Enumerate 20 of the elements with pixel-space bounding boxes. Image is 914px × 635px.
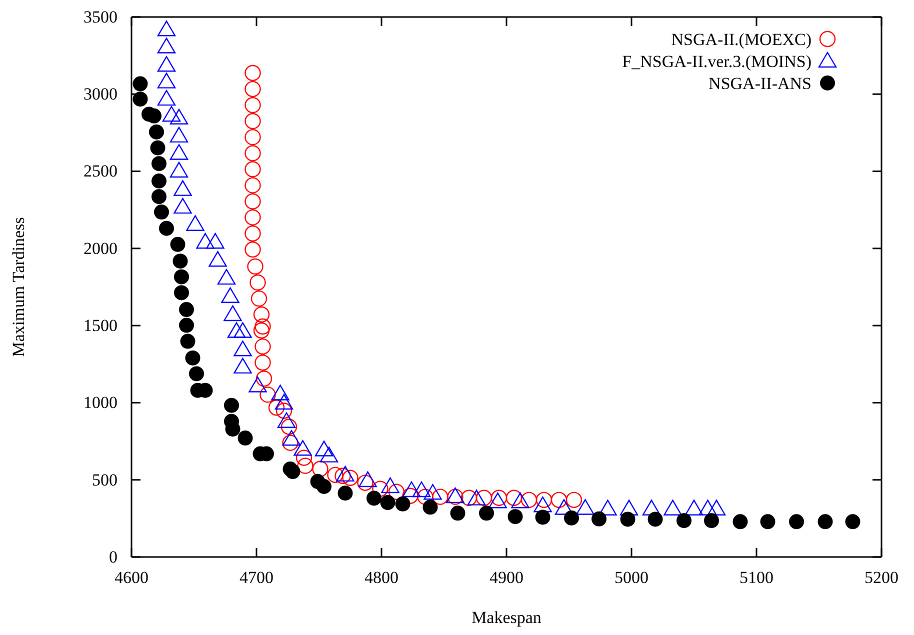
legend-label: F_NSGA-II.ver.3.(MOINS) [622,52,812,71]
x-tick-label: 4800 [364,568,398,588]
y-tick-label: 2500 [84,162,118,181]
y-axis-title: Maximum Tardiness [9,217,28,357]
y-tick-label: 3000 [84,84,118,104]
x-tick-label: 4900 [490,568,524,588]
y-tick-label: 1500 [84,316,118,336]
x-tick-label: 5000 [614,568,648,588]
x-axis-title: Makespan [472,608,542,627]
x-tick-label: 5200 [864,568,898,588]
x-tick-label: 5100 [740,568,774,588]
y-tick-label: 500 [92,470,118,490]
y-tick-label: 2000 [84,238,118,258]
x-tick-label: 4600 [114,568,148,588]
legend-label: NSGA-II.(MOEXC) [671,30,812,49]
x-tick-label: 4700 [240,568,274,588]
y-tick-label: 3500 [84,7,118,26]
legend-label: NSGA-II-ANS [708,74,812,93]
y-tick-label: 1000 [84,393,118,412]
y-tick-label: 0 [109,547,118,566]
